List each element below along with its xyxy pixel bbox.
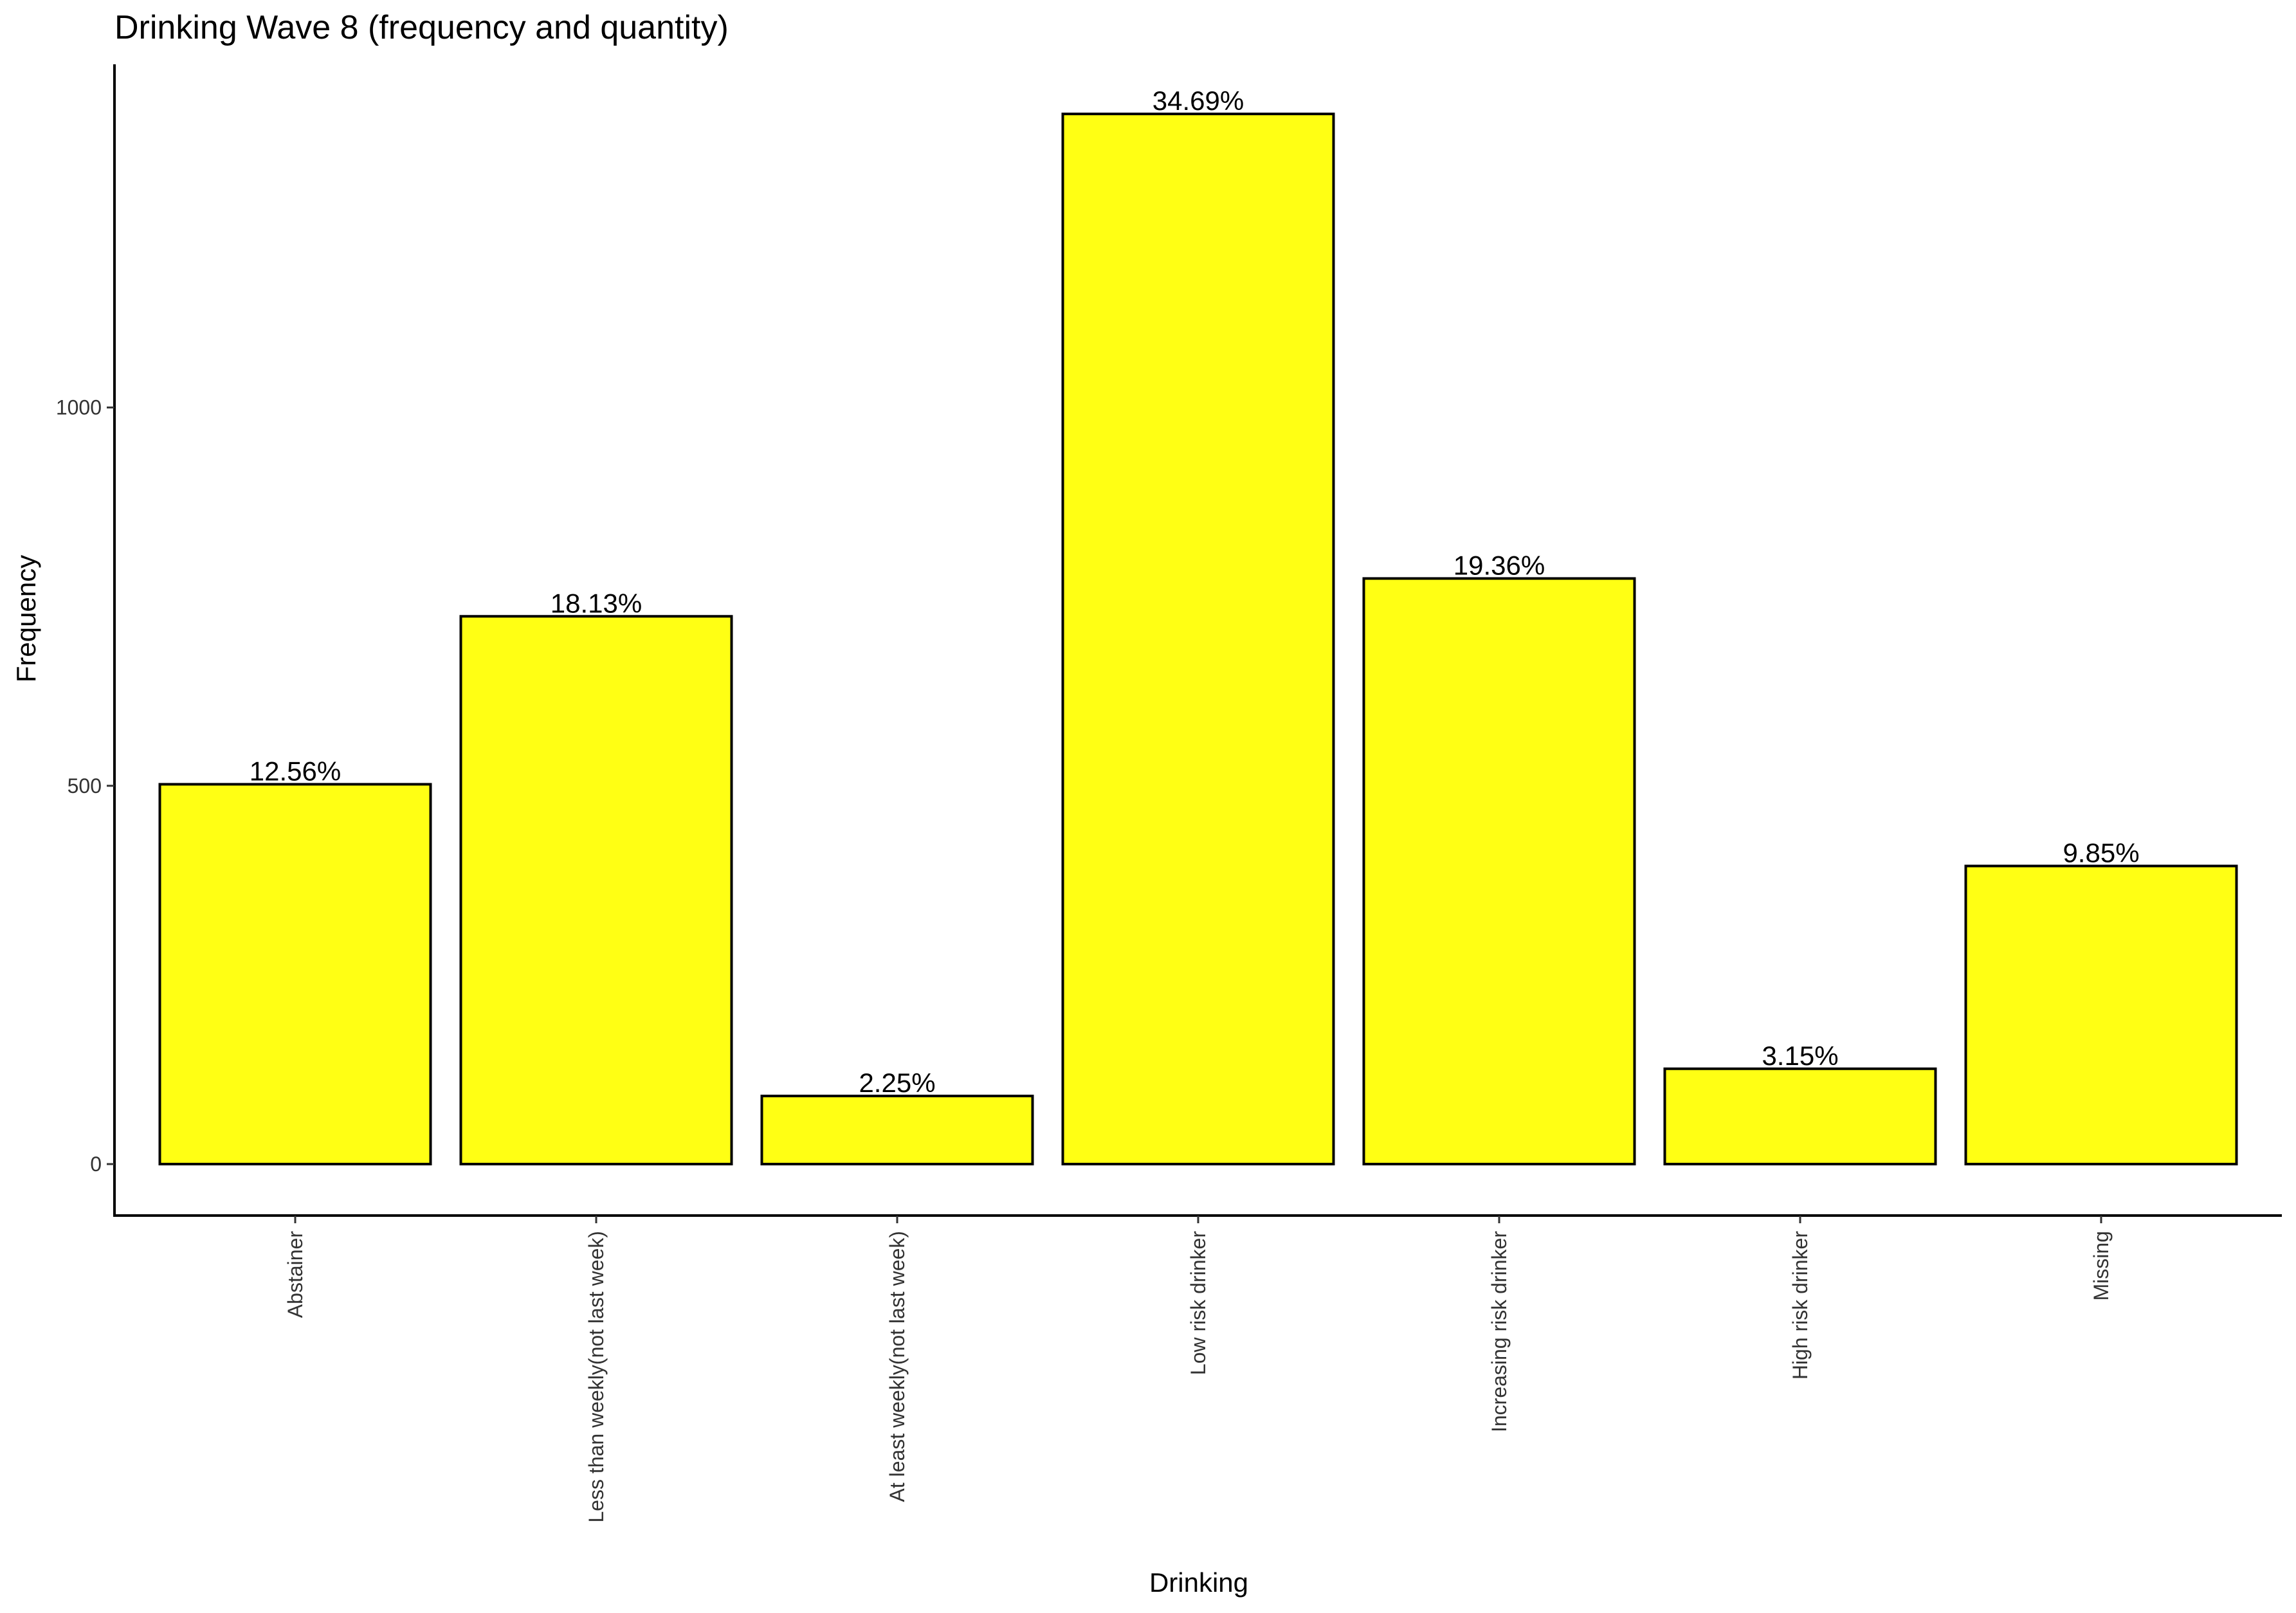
y-axis-title: Frequency	[11, 555, 41, 682]
y-tick-label-0: 0	[90, 1153, 102, 1176]
bar-2	[760, 1095, 1034, 1166]
data-label-5: 3.15%	[1762, 1041, 1838, 1071]
bars-layer	[158, 113, 2238, 1166]
chart-title: Drinking Wave 8 (frequency and quantity)	[114, 9, 729, 46]
bar-3	[1061, 113, 1335, 1165]
y-tick-label-1: 500	[68, 774, 102, 797]
data-labels-layer: 12.56% 18.13% 2.25% 34.69% 19.36% 3.15% 9.85%	[250, 86, 2140, 1098]
data-label-3: 34.69%	[1153, 86, 1244, 116]
bar-6	[1964, 864, 2238, 1165]
x-tick-label-5: High risk drinker	[1789, 1231, 1812, 1380]
x-tick-label-1: Less than weekly(not last week)	[585, 1231, 608, 1523]
data-label-6: 9.85%	[2063, 837, 2139, 868]
bar-5	[1663, 1067, 1937, 1165]
x-tick-label-6: Missing	[2090, 1231, 2113, 1300]
bar-0	[158, 783, 432, 1165]
y-tick-label-2: 1000	[56, 396, 102, 419]
x-tick-label-3: Low risk drinker	[1187, 1231, 1210, 1375]
bar-1	[459, 615, 733, 1165]
x-tick-label-4: Increasing risk drinker	[1488, 1231, 1511, 1432]
data-label-1: 18.13%	[551, 588, 642, 618]
data-label-2: 2.25%	[859, 1068, 935, 1098]
data-label-0: 12.56%	[250, 756, 341, 786]
x-axis: Abstainer Less than weekly(not last week)…	[113, 1214, 2282, 1523]
bar-4	[1362, 577, 1636, 1165]
data-label-4: 19.36%	[1453, 550, 1545, 580]
x-tick-label-0: Abstainer	[284, 1231, 307, 1318]
x-axis-title: Drinking	[1149, 1567, 1248, 1598]
y-axis: 0 500 1000	[56, 64, 116, 1217]
x-tick-label-2: At least weekly(not last week)	[886, 1231, 909, 1502]
